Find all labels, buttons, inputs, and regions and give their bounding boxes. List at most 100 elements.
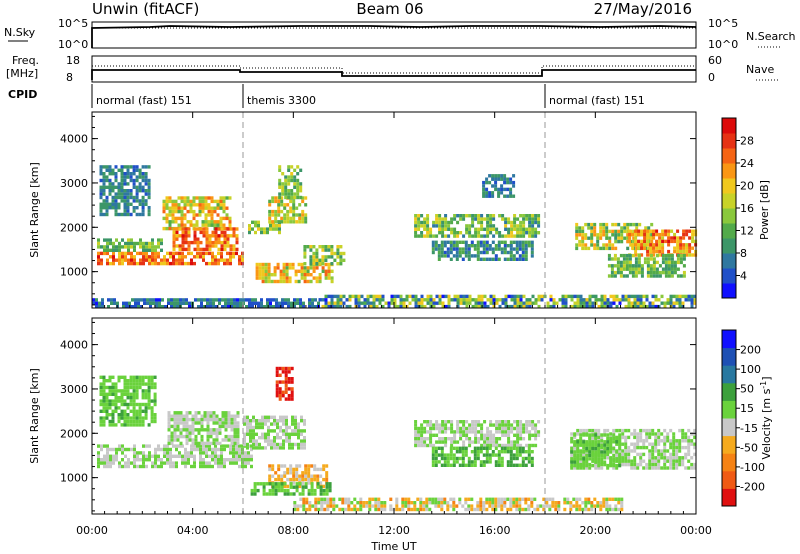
range-time-cell — [141, 379, 145, 383]
range-time-cell — [287, 366, 291, 371]
range-time-cell — [453, 298, 457, 302]
range-time-cell — [279, 442, 282, 447]
range-time-cell — [216, 213, 220, 217]
range-time-cell — [631, 267, 635, 271]
range-time-cell — [232, 230, 236, 235]
range-time-cell — [269, 301, 272, 305]
range-time-cell — [120, 389, 124, 393]
range-time-cell — [446, 254, 450, 258]
range-time-cell — [551, 497, 555, 501]
range-time-cell — [441, 294, 445, 299]
range-time-cell — [465, 430, 469, 434]
range-time-cell — [301, 209, 305, 214]
range-time-cell — [591, 428, 595, 433]
range-time-cell — [486, 231, 490, 235]
range-time-cell — [183, 213, 187, 217]
range-time-cell — [628, 264, 632, 268]
range-time-cell — [669, 466, 673, 470]
range-time-cell — [492, 301, 496, 305]
range-time-cell — [137, 305, 140, 309]
range-time-cell — [591, 440, 595, 444]
range-time-cell — [236, 301, 239, 305]
range-time-cell — [612, 463, 616, 468]
range-time-cell — [144, 202, 148, 206]
range-time-cell — [171, 220, 175, 224]
range-time-cell — [489, 443, 493, 448]
range-time-cell — [147, 379, 151, 383]
range-time-cell — [108, 385, 112, 390]
range-time-cell — [197, 417, 201, 422]
range-time-cell — [437, 247, 441, 251]
range-time-cell — [277, 464, 281, 468]
range-time-cell — [634, 257, 638, 261]
range-time-cell — [252, 442, 255, 447]
range-time-cell — [458, 463, 462, 467]
range-time-cell — [264, 446, 267, 450]
range-time-cell — [369, 294, 373, 299]
range-time-cell — [504, 423, 508, 427]
range-time-cell — [293, 501, 297, 505]
range-time-cell — [527, 507, 531, 512]
range-time-cell — [480, 443, 484, 448]
range-time-cell — [515, 497, 519, 501]
range-time-cell — [497, 187, 501, 192]
range-time-cell — [106, 444, 109, 448]
range-time-cell — [289, 206, 293, 210]
range-time-cell — [465, 224, 469, 228]
range-time-cell — [609, 440, 613, 444]
range-time-cell — [425, 504, 429, 508]
range-time-cell — [501, 217, 505, 221]
range-time-cell — [172, 444, 175, 448]
range-time-cell — [458, 450, 462, 454]
range-time-cell — [634, 270, 638, 275]
range-time-cell — [312, 262, 316, 266]
range-time-cell — [260, 305, 263, 309]
range-time-cell — [518, 497, 522, 501]
range-time-cell — [685, 229, 689, 233]
range-time-cell — [564, 294, 568, 299]
range-time-cell — [324, 301, 328, 305]
range-time-cell — [321, 248, 325, 252]
range-time-cell — [150, 385, 154, 390]
range-time-cell — [524, 456, 528, 461]
range-time-cell — [459, 298, 463, 302]
range-time-cell — [420, 430, 424, 434]
range-time-cell — [435, 224, 439, 228]
range-time-cell — [614, 497, 618, 501]
range-time-cell — [682, 243, 686, 247]
range-time-cell — [462, 420, 466, 424]
range-time-cell — [627, 449, 631, 453]
range-time-cell — [105, 165, 109, 169]
range-time-cell — [486, 234, 490, 238]
range-time-cell — [620, 236, 624, 240]
range-time-cell — [214, 447, 217, 452]
range-time-cell — [530, 240, 534, 244]
range-time-cell — [339, 262, 343, 266]
range-time-cell — [625, 257, 629, 261]
range-time-cell — [375, 304, 379, 309]
range-time-cell — [407, 507, 411, 512]
range-time-cell — [453, 217, 457, 221]
range-time-cell — [405, 294, 409, 299]
range-time-cell — [614, 222, 618, 227]
range-time-cell — [242, 298, 245, 302]
range-time-cell — [109, 454, 112, 458]
range-time-cell — [111, 413, 115, 417]
range-time-cell — [610, 257, 614, 261]
range-time-cell — [480, 437, 484, 441]
range-time-cell — [336, 298, 340, 302]
range-time-cell — [276, 262, 280, 267]
range-time-cell — [593, 246, 597, 251]
range-time-cell — [218, 298, 221, 302]
range-time-cell — [693, 462, 697, 467]
range-time-cell — [151, 255, 154, 259]
range-time-cell — [609, 304, 613, 309]
range-time-cell — [624, 459, 628, 463]
range-time-cell — [321, 298, 325, 302]
range-time-cell — [270, 273, 274, 277]
range-time-cell — [625, 264, 629, 268]
range-time-cell — [281, 182, 285, 186]
range-time-cell — [100, 261, 103, 266]
range-time-cell — [135, 195, 139, 200]
range-time-cell — [618, 433, 622, 437]
